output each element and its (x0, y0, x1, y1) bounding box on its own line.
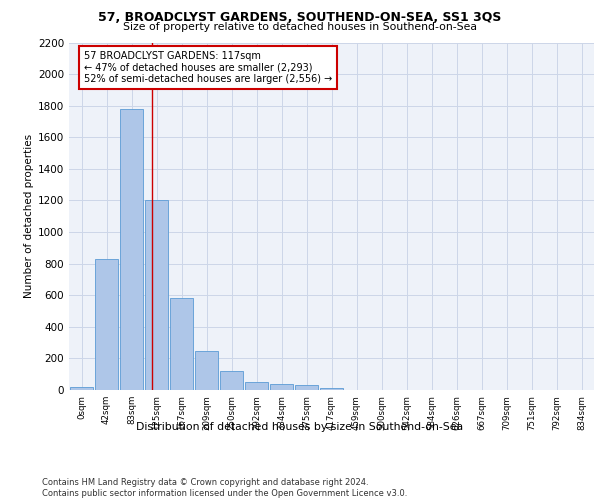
Text: Size of property relative to detached houses in Southend-on-Sea: Size of property relative to detached ho… (123, 22, 477, 32)
Text: Contains HM Land Registry data © Crown copyright and database right 2024.
Contai: Contains HM Land Registry data © Crown c… (42, 478, 407, 498)
Bar (120, 109, 143, 390)
Bar (70, 387, 93, 390)
Bar (195, 350, 218, 390)
Text: 57 BROADCLYST GARDENS: 117sqm
← 47% of detached houses are smaller (2,293)
52% o: 57 BROADCLYST GARDENS: 117sqm ← 47% of d… (83, 51, 332, 84)
Bar (220, 371, 243, 390)
Bar (95, 259, 118, 390)
Text: Distribution of detached houses by size in Southend-on-Sea: Distribution of detached houses by size … (136, 422, 464, 432)
Bar (270, 384, 293, 390)
Bar (245, 382, 268, 390)
Y-axis label: Number of detached properties: Number of detached properties (24, 134, 34, 298)
Bar (145, 200, 168, 390)
Text: 57, BROADCLYST GARDENS, SOUTHEND-ON-SEA, SS1 3QS: 57, BROADCLYST GARDENS, SOUTHEND-ON-SEA,… (98, 11, 502, 24)
Bar (320, 388, 343, 390)
Bar (170, 298, 193, 390)
Bar (295, 386, 318, 390)
